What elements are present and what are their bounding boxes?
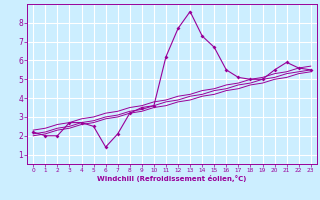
X-axis label: Windchill (Refroidissement éolien,°C): Windchill (Refroidissement éolien,°C) [97, 175, 247, 182]
